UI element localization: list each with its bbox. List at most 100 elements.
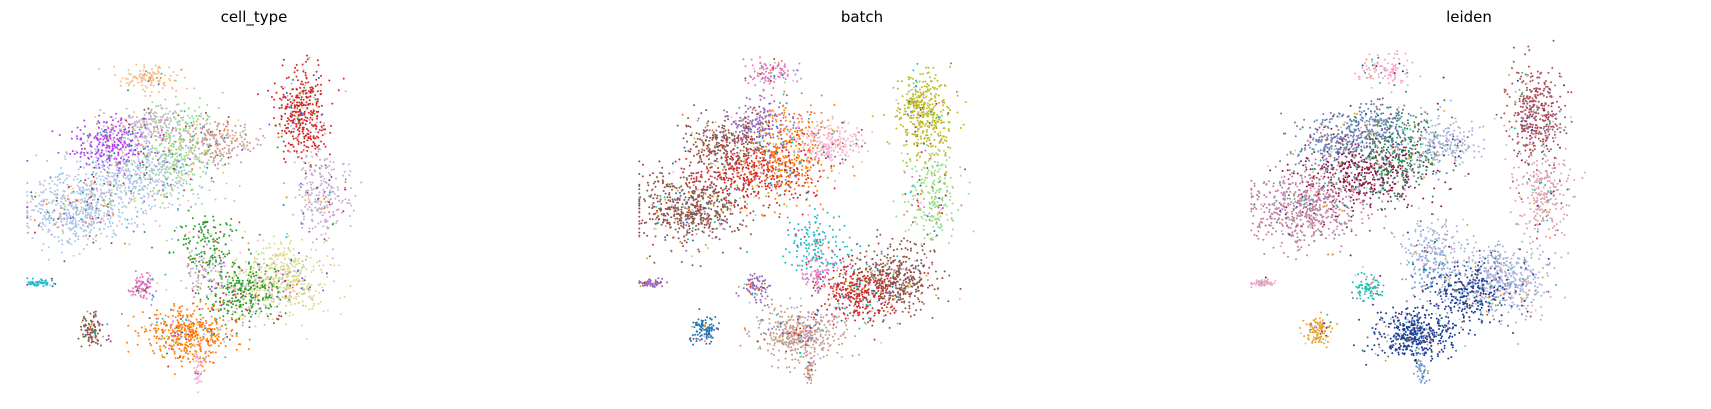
- point: [146, 192, 149, 195]
- point: [109, 115, 112, 118]
- point: [182, 243, 185, 246]
- point: [80, 218, 83, 221]
- point: [209, 310, 212, 313]
- point: [224, 345, 227, 348]
- point: [84, 211, 87, 214]
- point: [277, 248, 280, 250]
- point: [342, 210, 345, 213]
- point: [194, 292, 197, 295]
- point: [218, 304, 221, 307]
- point: [288, 130, 291, 133]
- point: [195, 327, 198, 330]
- point: [199, 239, 202, 242]
- point: [123, 163, 126, 166]
- point: [110, 154, 113, 157]
- point: [187, 352, 190, 355]
- point: [213, 361, 215, 364]
- point: [185, 163, 188, 166]
- point: [308, 161, 311, 164]
- point: [288, 314, 291, 317]
- point: [195, 265, 198, 267]
- point: [133, 161, 136, 164]
- point: [152, 120, 155, 123]
- point: [147, 158, 150, 161]
- point: [97, 163, 100, 166]
- point: [26, 231, 29, 234]
- point: [118, 124, 121, 127]
- point: [303, 137, 306, 140]
- point: [44, 224, 47, 227]
- point: [107, 145, 110, 148]
- point: [108, 164, 111, 167]
- point: [187, 199, 190, 202]
- point: [139, 276, 142, 279]
- point: [128, 187, 131, 190]
- point: [154, 72, 157, 75]
- point: [222, 140, 225, 143]
- point: [124, 168, 127, 171]
- point: [183, 76, 186, 79]
- point: [132, 127, 135, 130]
- point: [258, 276, 261, 279]
- point: [319, 211, 322, 214]
- point: [295, 272, 298, 274]
- point: [323, 205, 326, 208]
- point: [199, 321, 202, 323]
- point: [50, 202, 53, 205]
- point: [113, 136, 115, 139]
- point: [55, 221, 58, 224]
- point: [194, 356, 197, 359]
- point: [176, 161, 178, 164]
- point: [106, 323, 109, 326]
- point: [128, 243, 131, 246]
- point: [308, 56, 311, 59]
- point: [149, 207, 152, 210]
- point: [773, 58, 776, 60]
- point: [177, 314, 180, 317]
- point: [195, 115, 198, 118]
- point: [249, 267, 252, 270]
- point: [96, 133, 99, 136]
- point: [295, 152, 298, 154]
- point: [220, 250, 223, 253]
- point: [88, 333, 91, 336]
- point: [305, 255, 308, 257]
- point: [136, 277, 139, 279]
- point: [106, 166, 109, 169]
- point: [132, 122, 135, 125]
- point: [330, 176, 333, 178]
- point: [156, 128, 159, 130]
- point: [48, 214, 51, 217]
- point: [289, 92, 292, 95]
- point: [343, 170, 346, 173]
- point: [130, 218, 133, 221]
- point: [264, 266, 267, 269]
- point: [105, 138, 108, 141]
- point: [60, 251, 63, 254]
- point: [142, 166, 145, 169]
- point: [220, 265, 223, 268]
- point: [74, 175, 77, 178]
- point: [116, 172, 119, 175]
- point: [307, 136, 310, 139]
- point: [66, 183, 69, 186]
- point: [211, 256, 214, 259]
- point: [93, 181, 96, 184]
- point: [167, 112, 170, 115]
- point: [231, 335, 234, 337]
- point: [300, 118, 303, 120]
- point: [99, 131, 102, 134]
- point: [208, 260, 211, 262]
- point: [328, 198, 331, 201]
- point: [200, 112, 203, 115]
- point: [173, 302, 176, 305]
- point: [204, 152, 207, 155]
- point: [203, 250, 206, 253]
- point: [182, 128, 185, 131]
- point: [110, 204, 113, 207]
- point: [277, 269, 280, 272]
- point: [272, 235, 275, 238]
- point: [86, 202, 89, 205]
- point: [273, 106, 275, 109]
- point: [194, 260, 197, 262]
